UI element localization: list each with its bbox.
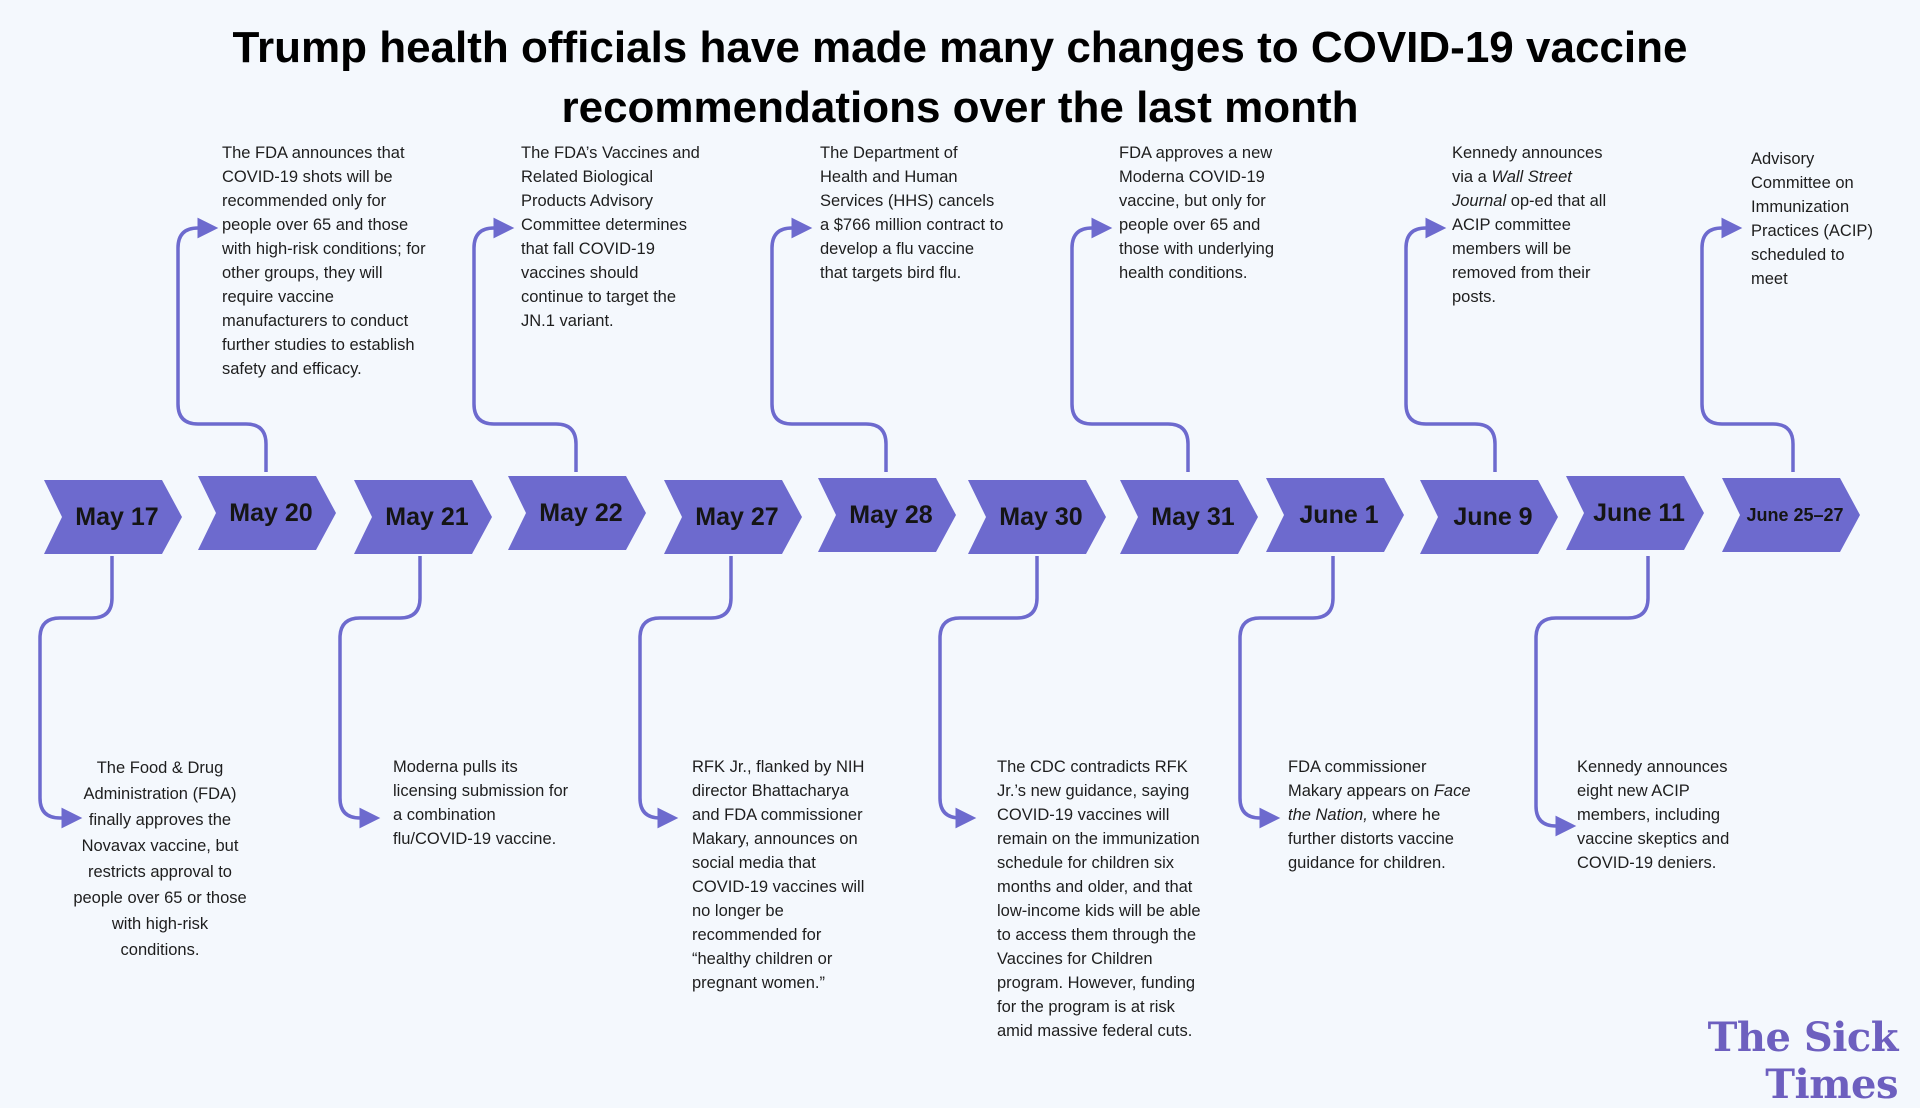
date-chevron-june-11: June 11 <box>1564 472 1706 554</box>
event-note-may-31: FDA approves a new Moderna COVID-19 vacc… <box>1119 144 1275 282</box>
connector-may-28 <box>770 217 888 472</box>
event-note-june-9-text-end: op-ed that all ACIP committee members wi… <box>1452 192 1607 306</box>
connector-may-31 <box>1070 217 1190 472</box>
event-note-may-27: RFK Jr., flanked by NIH director Bhattac… <box>692 758 865 992</box>
event-note-june-1-text-end: where he further distorts vaccine guidan… <box>1288 806 1454 872</box>
date-label: May 20 <box>229 498 313 527</box>
connector-may-27 <box>638 556 733 829</box>
event-note-may-21: Moderna pulls its licensing submission f… <box>393 758 569 848</box>
date-label: June 11 <box>1593 498 1685 527</box>
event-note-may-22: The FDA’s Vaccines and Related Biologica… <box>521 144 700 330</box>
event-note-may-28: The Department of Health and Human Servi… <box>820 144 1004 282</box>
date-label: May 27 <box>695 502 779 531</box>
event-note-june-9: Kennedy announces via a Wall Street Jour… <box>1452 141 1622 309</box>
date-chevron-may-22: May 22 <box>506 472 648 554</box>
date-chevron-may-31: May 31 <box>1118 476 1260 558</box>
event-note-may-20: The FDA announces that COVID-19 shots wi… <box>222 144 426 378</box>
date-label: May 28 <box>849 500 933 529</box>
connector-may-20 <box>176 217 268 472</box>
date-chevron-may-17: May 17 <box>42 476 184 558</box>
event-note-june-11: Kennedy announces eight new ACIP members… <box>1577 758 1730 872</box>
show-name: Face the Nation, <box>1288 782 1471 824</box>
page-title: Trump health officials have made many ch… <box>232 23 1688 132</box>
event-note-may-17: The Food & Drug Administration (FDA) fin… <box>73 759 247 959</box>
publication-name: Wall Street Journal <box>1452 168 1572 210</box>
date-chevron-may-30: May 30 <box>966 476 1108 558</box>
connector-may-30 <box>938 556 1039 829</box>
date-label: June 9 <box>1453 502 1533 531</box>
brand-logo: The Sick Times <box>1707 1014 1899 1108</box>
connector-june-1 <box>1238 556 1335 829</box>
date-chevron-may-21: May 21 <box>352 476 494 558</box>
event-note-may-30: The CDC contradicts RFK Jr.’s new guidan… <box>997 758 1201 1040</box>
date-chevron-june-9: June 9 <box>1418 476 1560 558</box>
connector-june-25 <box>1700 217 1795 472</box>
connector-june-9 <box>1404 217 1497 472</box>
connector-may-17 <box>38 556 114 829</box>
date-label: May 30 <box>999 502 1083 531</box>
date-label: May 31 <box>1151 502 1235 531</box>
date-chevron-may-20: May 20 <box>196 472 338 554</box>
event-note-june-1: FDA commissioner Makary appears on Face … <box>1288 755 1473 875</box>
date-label: May 22 <box>539 498 623 527</box>
date-label: June 25–27 <box>1746 504 1844 525</box>
timeline-connectors <box>38 217 1795 837</box>
date-chevron-june-25-27: June 25–27 <box>1720 474 1862 556</box>
connector-june-11 <box>1534 556 1650 837</box>
event-note-june-1-text: FDA commissioner Makary appears on <box>1288 758 1434 800</box>
connector-may-22 <box>472 217 578 472</box>
date-label: May 17 <box>75 502 159 531</box>
date-chevron-june-1: June 1 <box>1264 474 1406 556</box>
event-note-june-25-27: Advisory Committee on Immunization Pract… <box>1751 150 1873 288</box>
date-label: June 1 <box>1299 500 1379 529</box>
connector-may-21 <box>338 556 422 829</box>
date-chevron-may-27: May 27 <box>662 476 804 558</box>
date-label: May 21 <box>385 502 469 531</box>
date-chevron-may-28: May 28 <box>816 474 958 556</box>
event-note-june-9-text: Kennedy announces via a <box>1452 144 1603 186</box>
